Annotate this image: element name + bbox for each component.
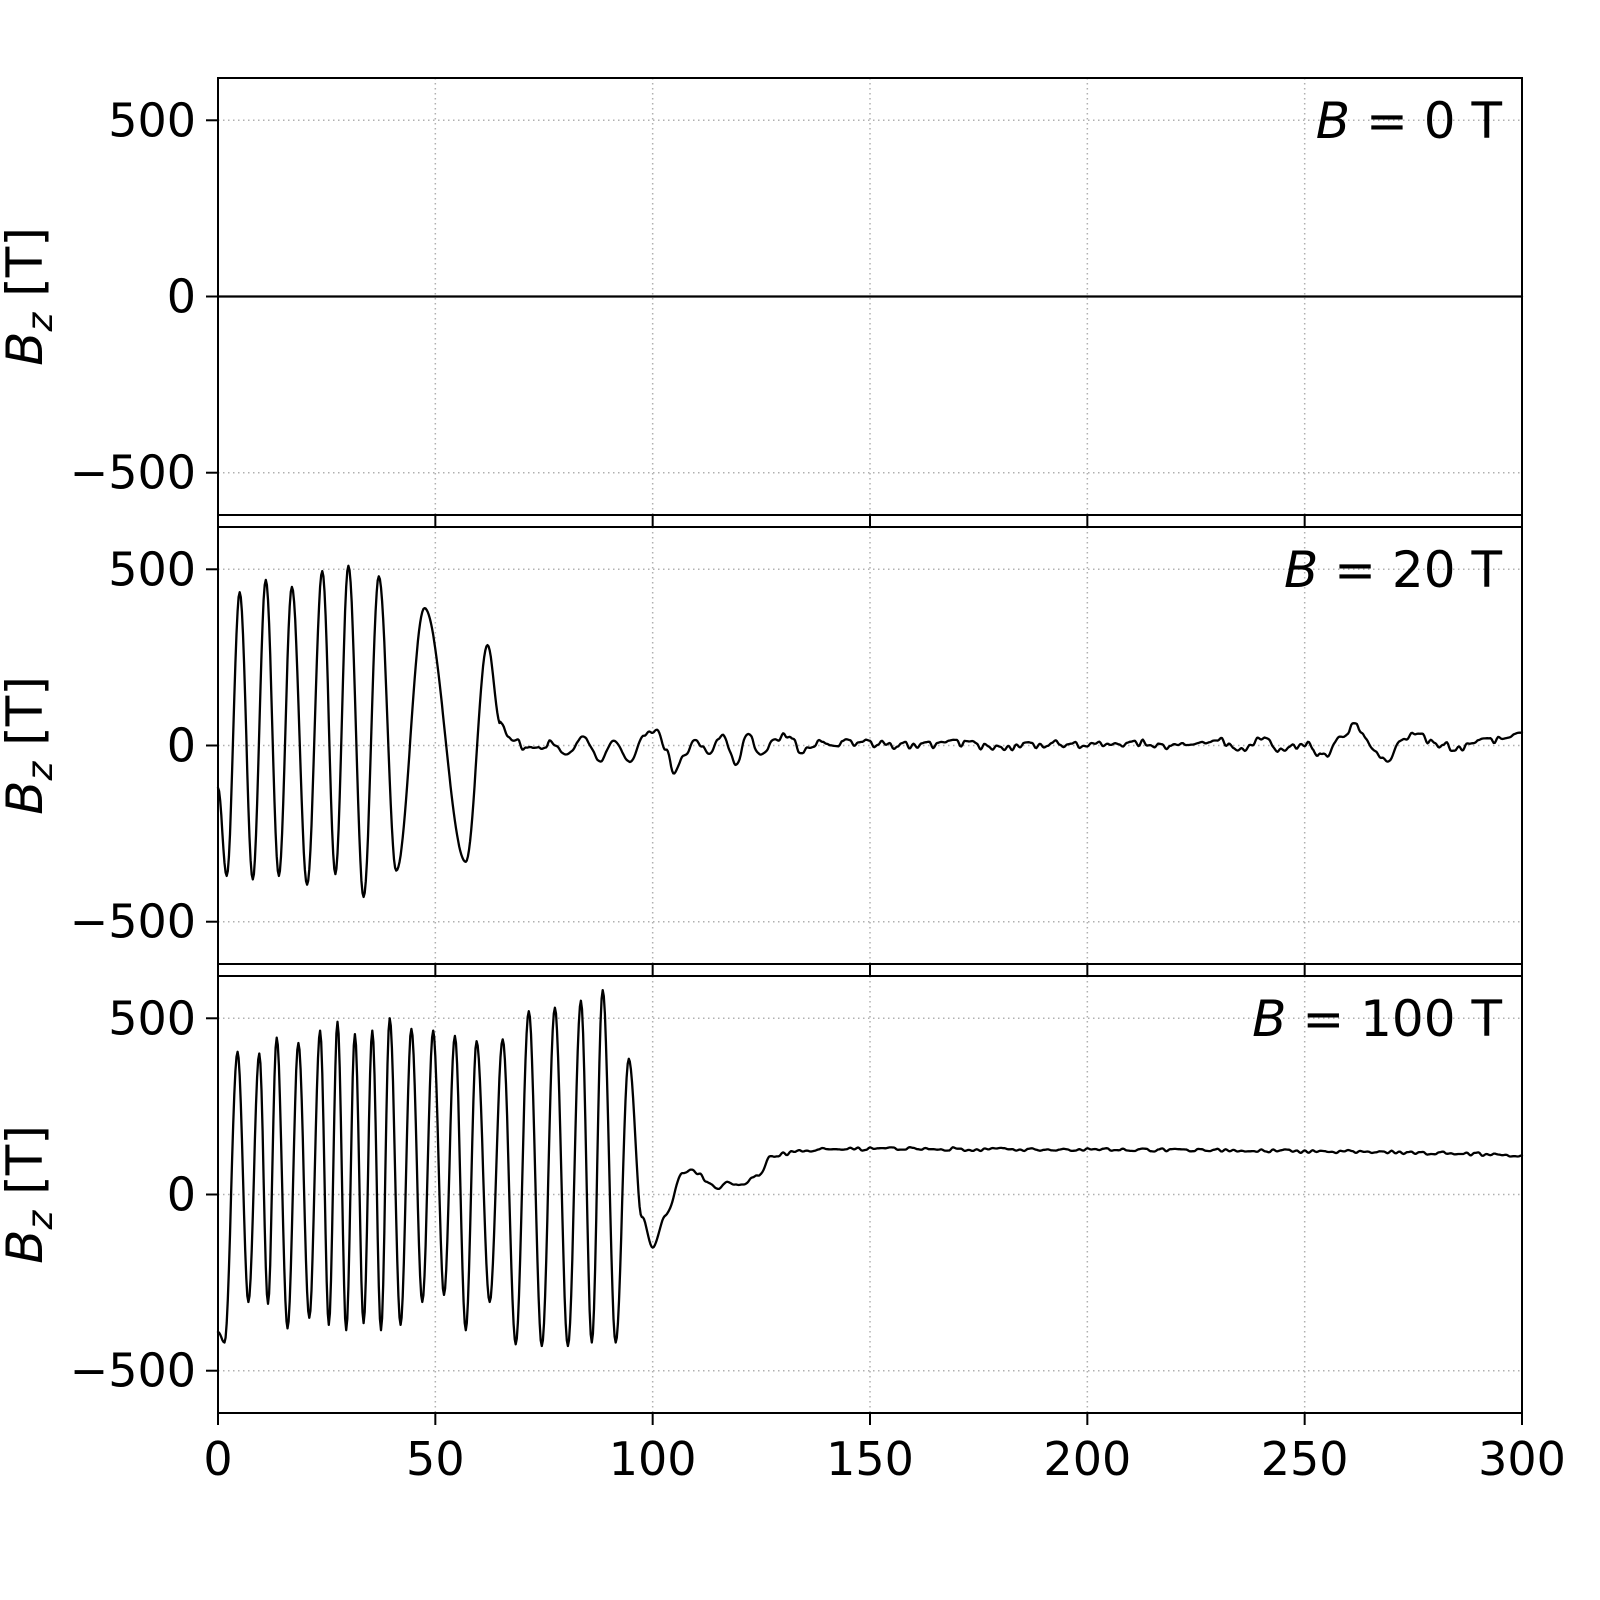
y-tick-label: 500 [108, 93, 196, 147]
data-line-Bz [216, 988, 1524, 1348]
y-tick-label: −500 [70, 895, 196, 949]
x-tick-label: 250 [1261, 1432, 1349, 1486]
y-tick-label: −500 [70, 446, 196, 500]
panel-annotation: B = 20 T [1284, 541, 1503, 599]
y-tick-label: 500 [108, 542, 196, 596]
x-tick-label: 200 [1043, 1432, 1131, 1486]
y-axis-label: Bz [T] [0, 227, 61, 366]
x-tick-label: 0 [203, 1432, 232, 1486]
x-tick-label: 150 [826, 1432, 914, 1486]
data-line-Bz [216, 564, 1524, 899]
y-tick-label: 0 [167, 1168, 196, 1222]
panel-B-1: −500 0 500 Bz [T] B = 20 T [0, 526, 1524, 976]
y-tick-label: 500 [108, 991, 196, 1045]
y-axis-label: Bz [T] [0, 1125, 61, 1264]
panel-annotation: B = 100 T [1252, 990, 1502, 1048]
y-tick-label: 0 [167, 719, 196, 773]
y-axis-label: Bz [T] [0, 676, 61, 815]
x-tick-label: 100 [609, 1432, 697, 1486]
y-tick-label: 0 [167, 270, 196, 324]
y-tick-label: −500 [70, 1344, 196, 1398]
x-tick-label: 50 [406, 1432, 465, 1486]
x-tick-label: 300 [1478, 1432, 1566, 1486]
panel-B-0: −500 0 500 Bz [T] B = 0 T [0, 77, 1524, 527]
panel-annotation: B = 0 T [1316, 92, 1503, 150]
